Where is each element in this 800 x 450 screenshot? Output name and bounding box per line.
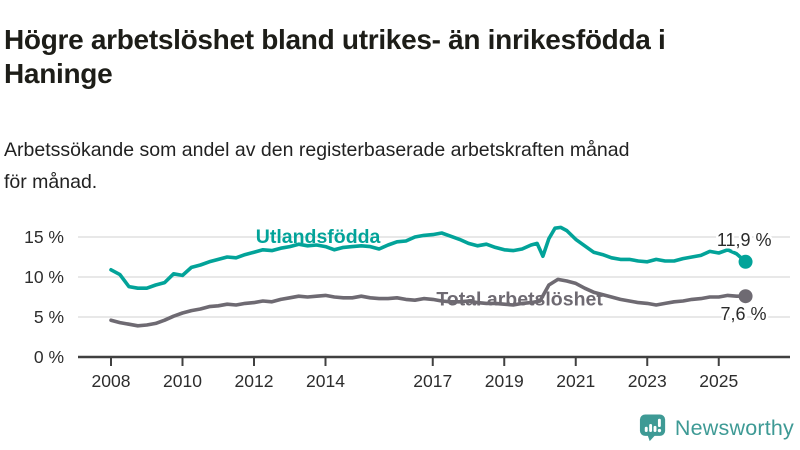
series-label-utlandsfodda: Utlandsfödda bbox=[256, 226, 381, 248]
series-line-total bbox=[109, 277, 748, 328]
series-label-total: Total arbetslöshet bbox=[436, 288, 603, 310]
x-tick-label: 2012 bbox=[235, 371, 274, 391]
chart-subtitle: Arbetssökande som andel av den registerb… bbox=[4, 134, 784, 198]
newsworthy-logo: Newsworthy bbox=[639, 413, 794, 443]
line-chart-canvas: 0 % 5 % 10 % 15 % 2008 2010 2012 2014 2017 2019 20… bbox=[24, 225, 790, 391]
page-title: Högre arbetslöshet bland utrikes- än inr… bbox=[4, 23, 798, 91]
x-tick-label: 2014 bbox=[306, 371, 345, 391]
y-tick-label: 0 % bbox=[34, 347, 64, 367]
x-tick-label: 2010 bbox=[163, 371, 202, 391]
series-end-value-utlandsfodda: 11,9 % bbox=[717, 230, 772, 250]
line-chart: 0 % 5 % 10 % 15 % 2008 2010 2012 2014 2017 2019 20… bbox=[0, 210, 800, 400]
x-tick-label: 2023 bbox=[628, 371, 667, 391]
page-title-line-2: Haninge bbox=[4, 57, 113, 89]
newsworthy-speech-bubble-chart-icon bbox=[639, 414, 666, 442]
page-title-line-1: Högre arbetslöshet bland utrikes- än inr… bbox=[4, 23, 666, 55]
x-tick-label: 2017 bbox=[413, 371, 452, 391]
y-tick-label: 15 % bbox=[24, 227, 64, 247]
series-end-dot-total bbox=[738, 289, 753, 304]
series-line-utlandsfodda bbox=[109, 225, 748, 290]
chart-subtitle-line-1: Arbetssökande som andel av den registerb… bbox=[4, 138, 630, 161]
x-tick-label: 2021 bbox=[556, 371, 595, 391]
newsworthy-wordmark: Newsworthy bbox=[674, 415, 794, 440]
x-tick-label: 2025 bbox=[699, 371, 738, 391]
chart-subtitle-line-2: för månad. bbox=[4, 170, 98, 193]
series-end-value-total: 7,6 % bbox=[721, 304, 767, 324]
x-tick-label: 2008 bbox=[92, 371, 131, 391]
x-tick-label: 2019 bbox=[485, 371, 524, 391]
series-end-dot-utlandsfodda bbox=[738, 254, 753, 269]
y-tick-label: 5 % bbox=[34, 307, 64, 327]
y-tick-label: 10 % bbox=[24, 267, 64, 287]
